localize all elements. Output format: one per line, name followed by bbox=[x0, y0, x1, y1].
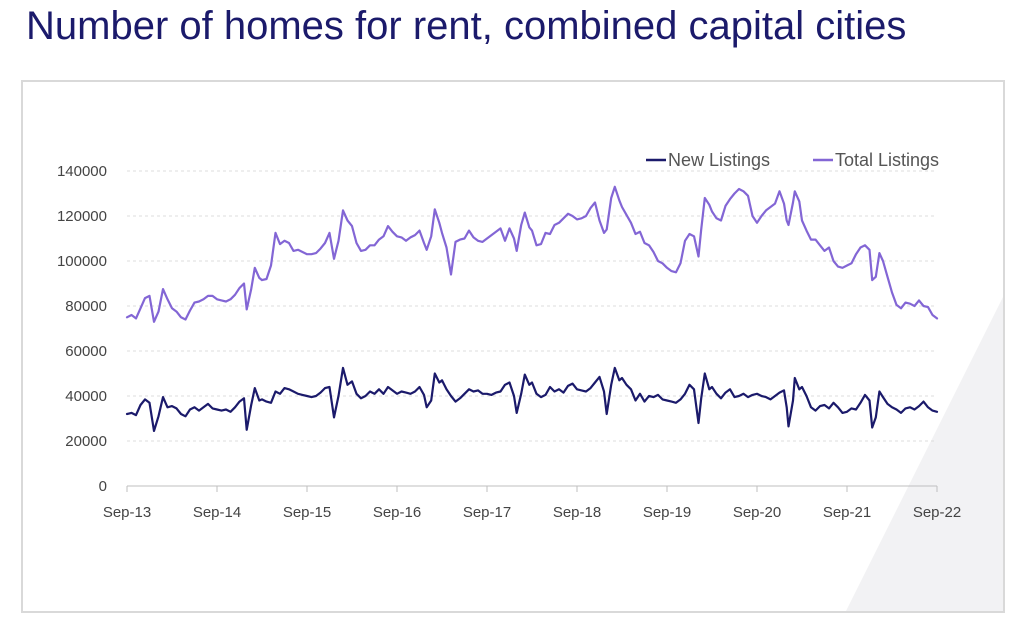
series-lines bbox=[125, 185, 939, 432]
y-tick-label: 20000 bbox=[65, 433, 107, 450]
legend: New Listings Total Listings bbox=[646, 150, 939, 170]
x-tick-label: Sep-14 bbox=[193, 504, 241, 521]
series-line-new-listings bbox=[125, 366, 939, 432]
y-tick-label: 0 bbox=[99, 478, 107, 495]
chart-title: Number of homes for rent, combined capit… bbox=[26, 4, 907, 48]
grid-lines bbox=[127, 170, 937, 442]
x-tick-label: Sep-13 bbox=[103, 504, 151, 521]
decorative-corner-shape bbox=[846, 297, 1003, 611]
y-tick-label: 120000 bbox=[57, 208, 107, 225]
x-tick-label: Sep-15 bbox=[283, 504, 331, 521]
x-tick-label: Sep-22 bbox=[913, 504, 961, 521]
x-axis: Sep-13 Sep-14 Sep-15 Sep-16 Sep-17 Sep-18 Sep-… bbox=[103, 485, 961, 521]
y-tick-label: 40000 bbox=[65, 388, 107, 405]
x-tick-label: Sep-18 bbox=[553, 504, 601, 521]
y-tick-label: 60000 bbox=[65, 343, 107, 360]
x-tick-label: Sep-17 bbox=[463, 504, 511, 521]
x-tick-label: Sep-16 bbox=[373, 504, 421, 521]
legend-label-total-listings: Total Listings bbox=[835, 150, 939, 170]
series-line-total-listings bbox=[125, 185, 939, 323]
line-chart: 020000400006000080000100000120000140000 … bbox=[57, 150, 961, 521]
chart-panel: 0 20000 40000 60000 80000 100000 120000 140000 … bbox=[21, 80, 1005, 613]
y-tick-label: 100000 bbox=[57, 253, 107, 270]
x-tick-label: Sep-19 bbox=[643, 504, 691, 521]
x-tick-label: Sep-21 bbox=[823, 504, 871, 521]
x-tick-label: Sep-20 bbox=[733, 504, 781, 521]
y-tick-label: 140000 bbox=[57, 163, 107, 180]
legend-label-new-listings: New Listings bbox=[668, 150, 770, 170]
y-axis: 0 20000 40000 60000 80000 100000 120000 140000 bbox=[57, 163, 107, 495]
y-tick-label: 80000 bbox=[65, 298, 107, 315]
